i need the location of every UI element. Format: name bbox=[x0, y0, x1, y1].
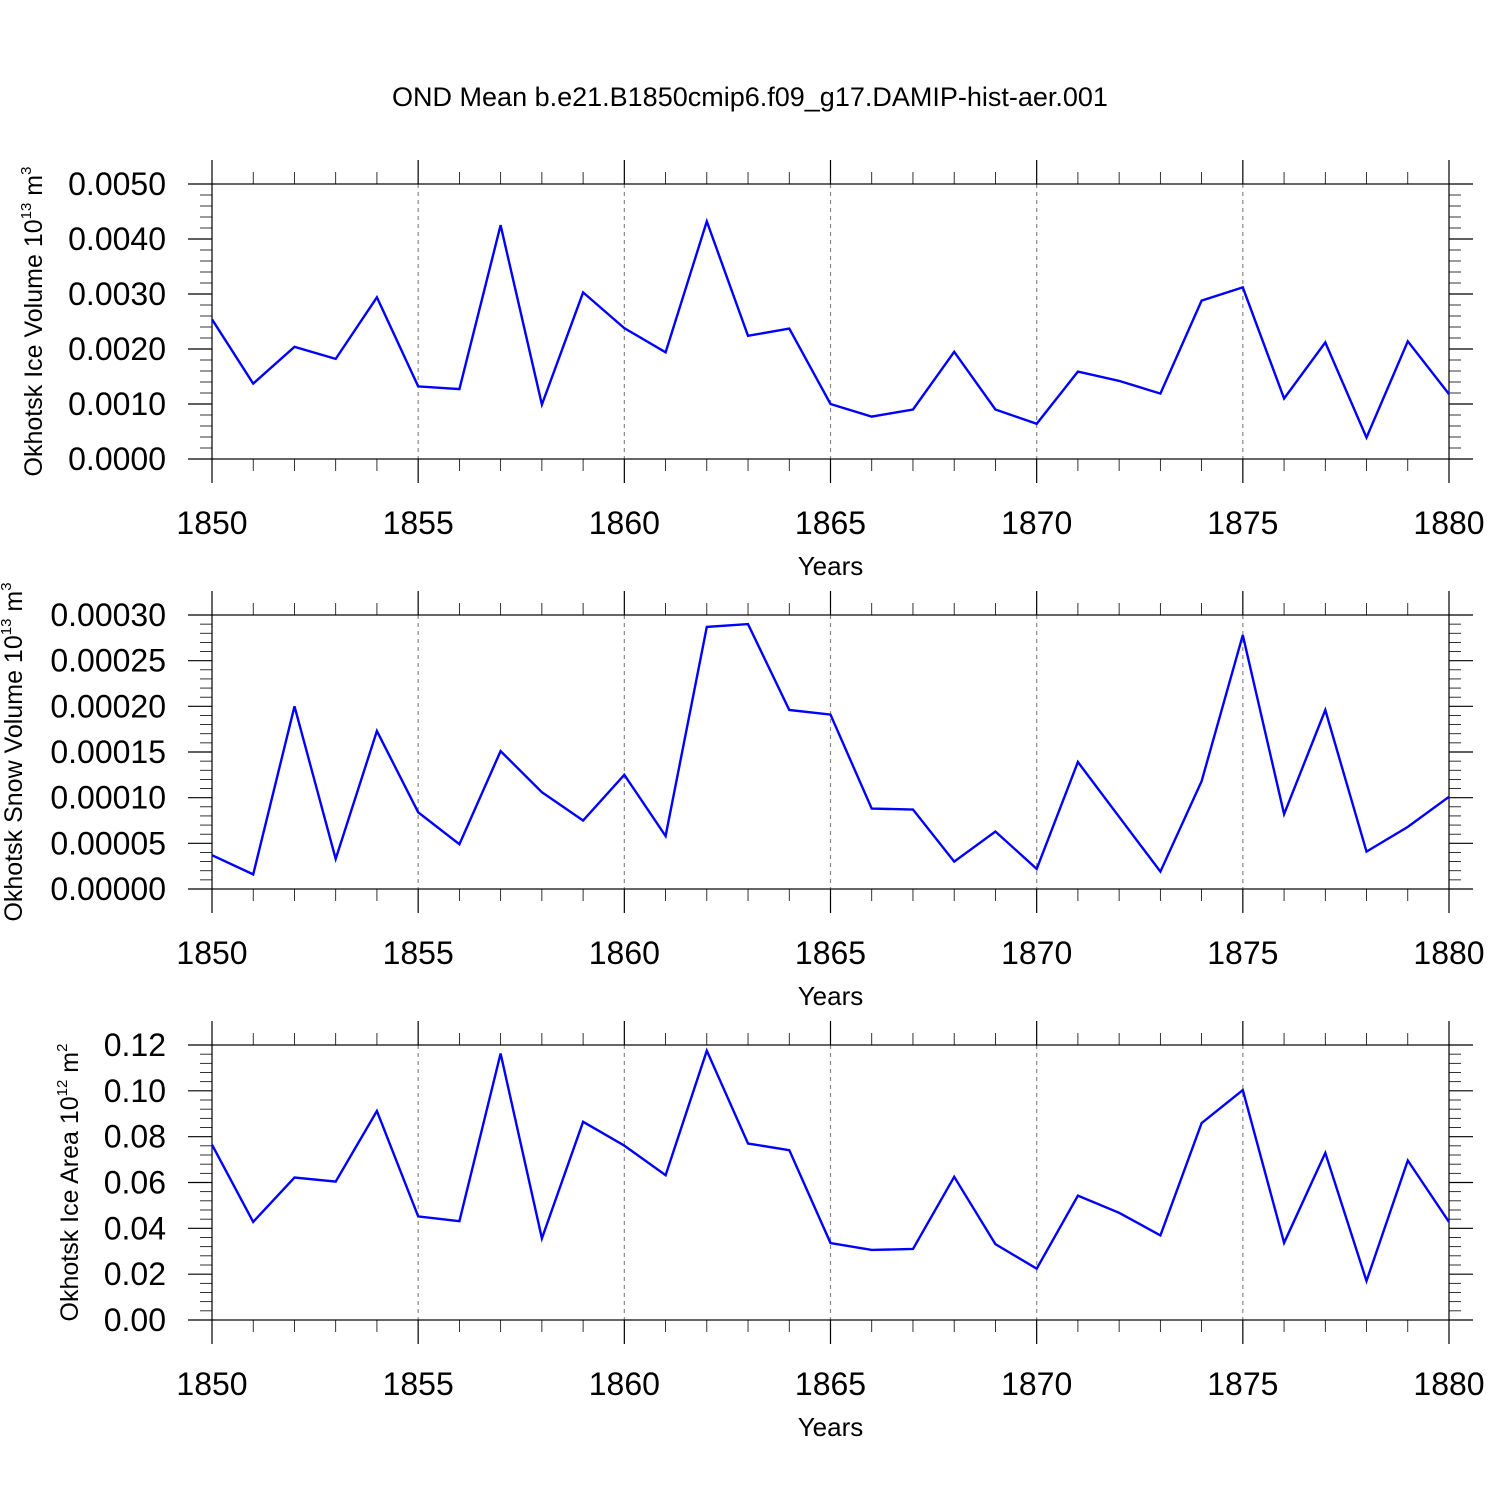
y-tick-label: 0.08 bbox=[104, 1119, 166, 1155]
x-tick-label: 1875 bbox=[1207, 935, 1278, 971]
y-axis-title-unit: m bbox=[0, 591, 28, 619]
y-tick-label: 0.00005 bbox=[50, 825, 166, 861]
x-tick-label: 1860 bbox=[589, 1366, 660, 1402]
y-tick-label: 0.00020 bbox=[50, 688, 166, 724]
x-tick-label: 1875 bbox=[1207, 1366, 1278, 1402]
x-axis-title: Years bbox=[798, 1412, 864, 1442]
series-line bbox=[211, 622, 1450, 877]
y-axis-title-text: Okhotsk Snow Volume 10 bbox=[0, 635, 28, 921]
x-tick-label: 1880 bbox=[1413, 935, 1484, 971]
y-tick-label: 0.00015 bbox=[50, 734, 166, 770]
y-tick-label: 0.06 bbox=[104, 1165, 166, 1201]
y-tick-label: 0.00030 bbox=[50, 597, 166, 633]
y-axis-title: Okhotsk Snow Volume 1013 m3 bbox=[0, 582, 28, 921]
chart-title: OND Mean b.e21.B1850cmip6.f09_g17.DAMIP-… bbox=[392, 82, 1108, 112]
x-tick-label: 1855 bbox=[383, 935, 454, 971]
y-tick-label: 0.0040 bbox=[68, 221, 166, 257]
x-tick-label: 1850 bbox=[176, 505, 247, 541]
y-axis-title-unit-exponent: 3 bbox=[18, 167, 35, 175]
y-tick-label: 0.00000 bbox=[50, 871, 166, 907]
y-tick-label: 0.0020 bbox=[68, 331, 166, 367]
y-axis-title: Okhotsk Ice Area 1012 m2 bbox=[54, 1044, 84, 1322]
panel-2: 0.00000 0.00005 0.00010 0.00015 0.00020 0.000… bbox=[0, 582, 1485, 1011]
x-tick-label: 1870 bbox=[1001, 1366, 1072, 1402]
y-axis-title-exponent: 13 bbox=[18, 203, 35, 220]
y-tick-label: 0.04 bbox=[104, 1210, 166, 1246]
x-tick-label: 1855 bbox=[383, 1366, 454, 1402]
y-tick-label: 0.00010 bbox=[50, 780, 166, 816]
panel-1: 0.0000 0.0010 0.0020 0.0030 0.0040 0.0050 1850… bbox=[18, 160, 1485, 581]
x-axis-title: Years bbox=[798, 551, 864, 581]
y-tick-label: 0.0030 bbox=[68, 276, 166, 312]
x-axis-title: Years bbox=[798, 981, 864, 1011]
y-tick-label: 0.10 bbox=[104, 1073, 166, 1109]
x-tick-label: 1850 bbox=[176, 1366, 247, 1402]
y-axis-title-text: Okhotsk Ice Area 10 bbox=[56, 1096, 84, 1321]
y-tick-label: 0.0000 bbox=[68, 441, 166, 477]
y-tick-label: 0.0050 bbox=[68, 166, 166, 202]
x-tick-label: 1850 bbox=[176, 935, 247, 971]
y-tick-label: 0.12 bbox=[104, 1027, 166, 1063]
x-tick-label: 1855 bbox=[383, 505, 454, 541]
x-tick-label: 1870 bbox=[1001, 935, 1072, 971]
x-tick-label: 1860 bbox=[589, 935, 660, 971]
x-tick-label: 1880 bbox=[1413, 1366, 1484, 1402]
y-tick-label: 0.02 bbox=[104, 1256, 166, 1292]
y-axis-title-text: Okhotsk Ice Volume 10 bbox=[20, 219, 48, 476]
y-axis-title-unit: m bbox=[56, 1052, 84, 1080]
panel-3: 0.00 0.02 0.04 0.06 0.08 0.10 0.12 1850 1855 1860… bbox=[54, 1021, 1485, 1442]
x-tick-label: 1870 bbox=[1001, 505, 1072, 541]
x-tick-label: 1875 bbox=[1207, 505, 1278, 541]
x-tick-label: 1880 bbox=[1413, 505, 1484, 541]
y-axis-title-unit-exponent: 2 bbox=[54, 1044, 71, 1052]
y-axis-title-exponent: 13 bbox=[0, 619, 15, 636]
y-tick-label: 0.00 bbox=[104, 1302, 166, 1338]
y-axis-title: Okhotsk Ice Volume 1013 m3 bbox=[18, 167, 48, 477]
x-tick-label: 1865 bbox=[795, 1366, 866, 1402]
x-tick-label: 1860 bbox=[589, 505, 660, 541]
y-tick-label: 0.00025 bbox=[50, 643, 166, 679]
y-tick-label: 0.0010 bbox=[68, 386, 166, 422]
y-axis-title-unit-exponent: 3 bbox=[0, 582, 15, 590]
x-tick-label: 1865 bbox=[795, 935, 866, 971]
x-tick-label: 1865 bbox=[795, 505, 866, 541]
y-axis-title-exponent: 12 bbox=[54, 1080, 71, 1097]
y-axis-title-unit: m bbox=[20, 175, 48, 203]
